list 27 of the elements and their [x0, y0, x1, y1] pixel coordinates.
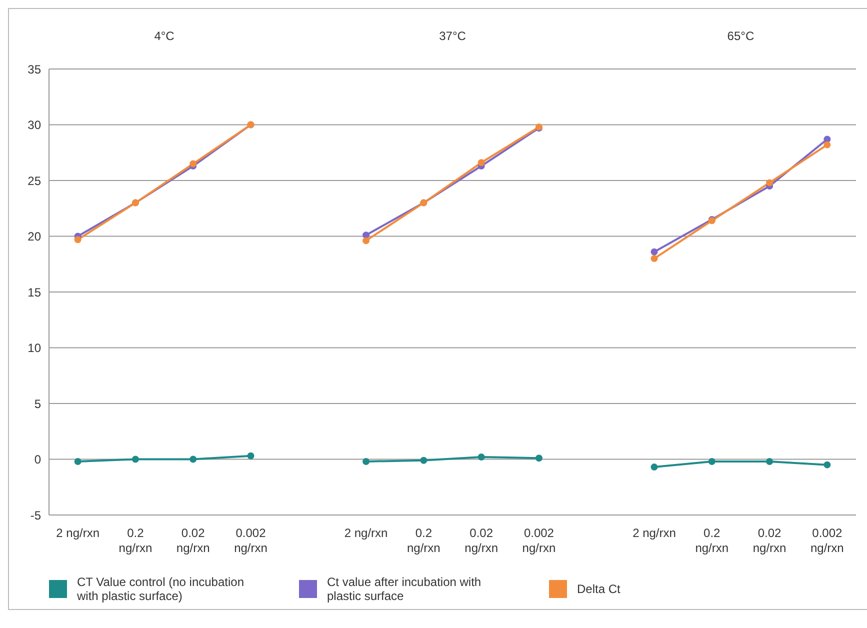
x-tick-label: 0.02 ng/rxn — [752, 526, 786, 555]
text: 37°C — [438, 29, 467, 43]
x-tick-label: 0.002 ng/rxn — [810, 526, 844, 555]
x-tick-label: 2 ng/rxn — [344, 526, 388, 540]
legend-label: CT Value control (no incubation with plastic surface) — [77, 575, 245, 603]
y-tick-label: 25 — [28, 174, 42, 188]
x-tick-label: 0.02 ng/rxn — [464, 526, 498, 555]
legend-label: Delta Ct — [577, 582, 620, 596]
y-tick-label: 10 — [28, 341, 42, 356]
y-tick-label: 20 — [28, 230, 42, 244]
x-tick-label: 0.002 ng/rxn — [522, 526, 556, 555]
text: 65°C — [726, 29, 756, 43]
y-tick-label: 35 — [28, 62, 42, 76]
x-tick-label: 0.2 ng/rxn — [118, 526, 152, 555]
y-tick-label: 5 — [34, 396, 42, 411]
x-tick-label: 0.2 ng/rxn — [407, 526, 440, 555]
y-tick-label: 0 — [34, 452, 42, 467]
legend-label: Ct value after incubation with plastic surface — [327, 575, 482, 603]
x-tick-label: 0.02 ng/rxn — [176, 526, 210, 555]
x-tick-label: 0.2 ng/rxn — [695, 526, 729, 555]
x-tick-label: 2 ng/rxn — [56, 526, 100, 540]
y-tick-label: 30 — [28, 118, 42, 132]
y-tick-label: 15 — [28, 285, 42, 300]
y-tick-label: -5 — [30, 508, 42, 522]
x-tick-label: 0.002 ng/rxn — [234, 526, 268, 555]
x-tick-label: 2 ng/rxn — [632, 526, 676, 540]
text: 4°C — [153, 29, 176, 43]
